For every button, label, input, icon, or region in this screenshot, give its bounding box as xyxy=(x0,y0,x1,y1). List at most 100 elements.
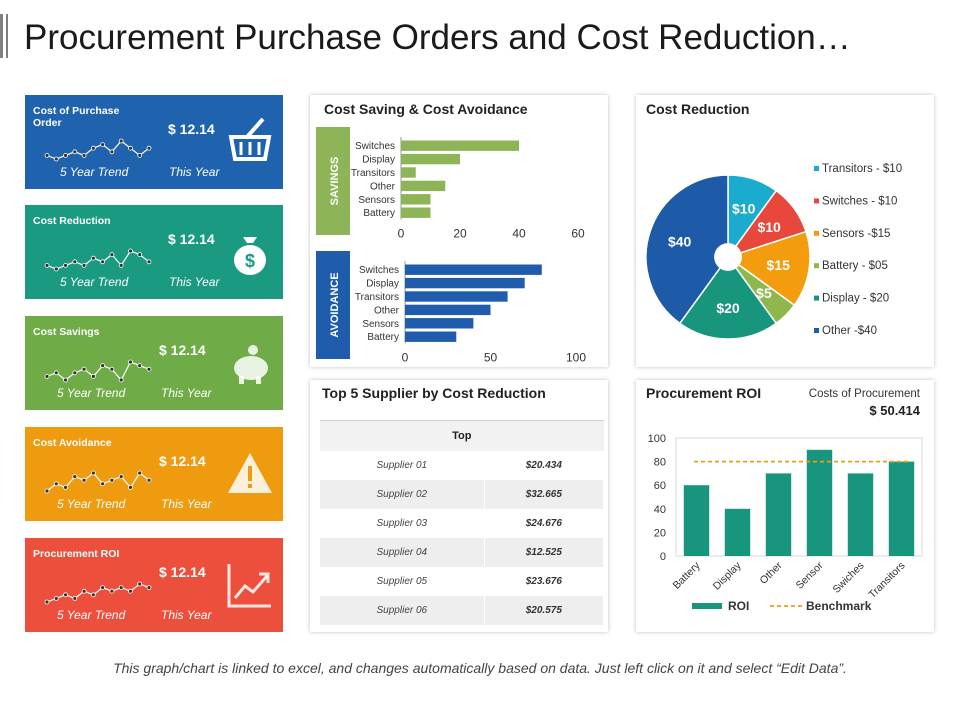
pie-slice-label: $15 xyxy=(767,257,791,273)
sparkline-point xyxy=(128,248,133,254)
pie-slice-label: $10 xyxy=(757,219,781,235)
sparkline-point xyxy=(63,262,68,268)
basket-icon xyxy=(228,117,272,161)
kpi-trend-label: 5 Year Trend xyxy=(57,497,126,511)
avoidance-tag-label: AVOIDANCE xyxy=(329,272,341,337)
costs-of-procurement-label: Costs of Procurement xyxy=(808,388,920,400)
roi-category-label: Sensor xyxy=(794,559,826,591)
piggy-bank-icon xyxy=(234,345,268,384)
svg-text:$: $ xyxy=(245,251,255,271)
sparkline-point xyxy=(137,363,143,368)
sparkline-point xyxy=(53,370,59,376)
kpi-period-label: This Year xyxy=(161,608,212,622)
kpi-value: $ 12.14 xyxy=(159,342,206,358)
sparkline-point xyxy=(44,599,50,605)
table-row: Supplier 06 $20.575 xyxy=(320,595,605,625)
sparkline-point xyxy=(109,252,115,257)
roi-bar xyxy=(888,461,915,556)
kpi-value: $ 12.14 xyxy=(159,453,206,469)
savings-bar xyxy=(401,140,519,151)
supplier-value: $12.525 xyxy=(484,537,605,567)
savings-category-label: Sensors xyxy=(358,195,395,206)
sparkline-point xyxy=(146,145,152,151)
supplier-value: $23.676 xyxy=(484,566,605,596)
avoidance-category-label: Switches xyxy=(359,265,399,276)
roi-bar xyxy=(765,473,792,556)
pie-legend-swatch xyxy=(814,328,819,333)
sparkline-point xyxy=(118,474,124,479)
roi-bar xyxy=(806,449,833,556)
savings-tick-label: 20 xyxy=(453,226,467,240)
sparkline-point xyxy=(53,266,59,272)
kpi-card-5: Procurement ROI $ 12.14 5 Year Trend This Y… xyxy=(25,538,283,632)
money-bag-icon: $ xyxy=(234,237,266,275)
pie-slice-label: $10 xyxy=(732,201,756,217)
kpi-label: Cost Avoidance xyxy=(33,437,112,449)
kpi-label: Cost Reduction xyxy=(33,215,111,227)
sparkline-point xyxy=(63,484,68,490)
pie-slice xyxy=(737,230,811,307)
kpi-card-4: Cost Avoidance $ 12.14 5 Year Trend This Ye… xyxy=(25,427,283,521)
savings-tick-label: 60 xyxy=(571,226,585,240)
sparkline-point xyxy=(53,481,59,487)
sparkline-point xyxy=(100,481,106,487)
avoidance-bar xyxy=(405,318,474,329)
title-accent-bars xyxy=(0,14,8,58)
kpi-card-1: Cost of Purchase Order $ 12.14 5 Year Tren… xyxy=(25,95,283,189)
supplier-name: Supplier 03 xyxy=(320,508,485,538)
sparkline-point xyxy=(81,366,87,372)
avoidance-category-label: Other xyxy=(374,305,400,316)
cost-saving-avoidance-title: Cost Saving & Cost Avoidance xyxy=(324,101,528,117)
procurement-roi-chart: 0 20 40 60 80 100 Battery Display Other Sensor Swi… xyxy=(648,433,923,613)
roi-bar xyxy=(683,485,710,556)
supplier-table: Top Supplier 01 $20.434 Supplier 02 $32.665… xyxy=(320,420,605,625)
avoidance-category-label: Display xyxy=(366,279,399,290)
roi-tick-label: 0 xyxy=(660,551,666,563)
sparkline-point xyxy=(72,595,78,601)
supplier-name: Supplier 01 xyxy=(320,450,485,480)
kpi-sparkline xyxy=(44,359,152,383)
table-row: Supplier 01 $20.434 xyxy=(320,450,605,480)
sparkline-point xyxy=(118,585,124,590)
avoidance-tag xyxy=(316,251,350,359)
sparkline-point xyxy=(146,477,152,483)
sparkline-point xyxy=(100,585,106,590)
savings-avoidance-chart: SAVINGS Switches Display Transitors Other Sen… xyxy=(316,127,586,364)
sparkline-point xyxy=(109,366,115,372)
table-row: Supplier 03 $24.676 xyxy=(320,508,605,538)
sparkline-point xyxy=(109,588,115,594)
sparkline-point xyxy=(44,262,50,268)
roi-category-label: Swiches xyxy=(830,560,866,596)
savings-bar xyxy=(401,153,460,165)
sparkline-point xyxy=(81,152,87,158)
sparkline-point xyxy=(90,592,96,598)
supplier-value: $20.434 xyxy=(484,450,605,480)
kpi-label: Cost Savings xyxy=(33,326,100,338)
kpi-sparkline xyxy=(44,248,152,272)
kpi-period-label: This Year xyxy=(169,275,220,289)
top-supplier-title: Top 5 Supplier by Cost Reduction xyxy=(322,385,546,401)
sparkline-point xyxy=(44,373,50,379)
growth-chart-icon xyxy=(227,564,271,608)
cost-reduction-panel: Cost Reduction $10 $10 $15 $5 $20 $40 Transito… xyxy=(636,95,934,367)
kpi-trend-label: 5 Year Trend xyxy=(57,608,126,622)
pie-slice xyxy=(678,266,778,340)
table-row: Supplier 04 $12.525 xyxy=(320,537,605,567)
sparkline-point xyxy=(63,377,68,383)
avoidance-category-label: Battery xyxy=(367,332,399,343)
savings-category-label: Battery xyxy=(363,208,395,219)
kpi-label: Cost of Purchase Order xyxy=(33,105,120,129)
kpi-sparkline xyxy=(44,138,152,162)
pie-legend-swatch xyxy=(814,166,819,171)
cost-reduction-pie-chart: $10$10 $15 $5 $20 $40 Transitors - $10 Switche… xyxy=(645,163,902,340)
supplier-name: Supplier 02 xyxy=(320,479,485,509)
savings-tag xyxy=(316,127,350,235)
procurement-roi-panel: Procurement ROI Costs of Procurement $ 5… xyxy=(636,380,934,632)
savings-bar xyxy=(401,180,446,192)
sparkline-point xyxy=(72,474,78,479)
avoidance-tick-label: 50 xyxy=(484,350,498,364)
supplier-value: $32.665 xyxy=(484,479,605,509)
costs-of-procurement-value: $ 50.414 xyxy=(869,403,920,418)
pie-slice-label: $20 xyxy=(716,300,740,316)
pie-legend-swatch xyxy=(814,263,819,269)
